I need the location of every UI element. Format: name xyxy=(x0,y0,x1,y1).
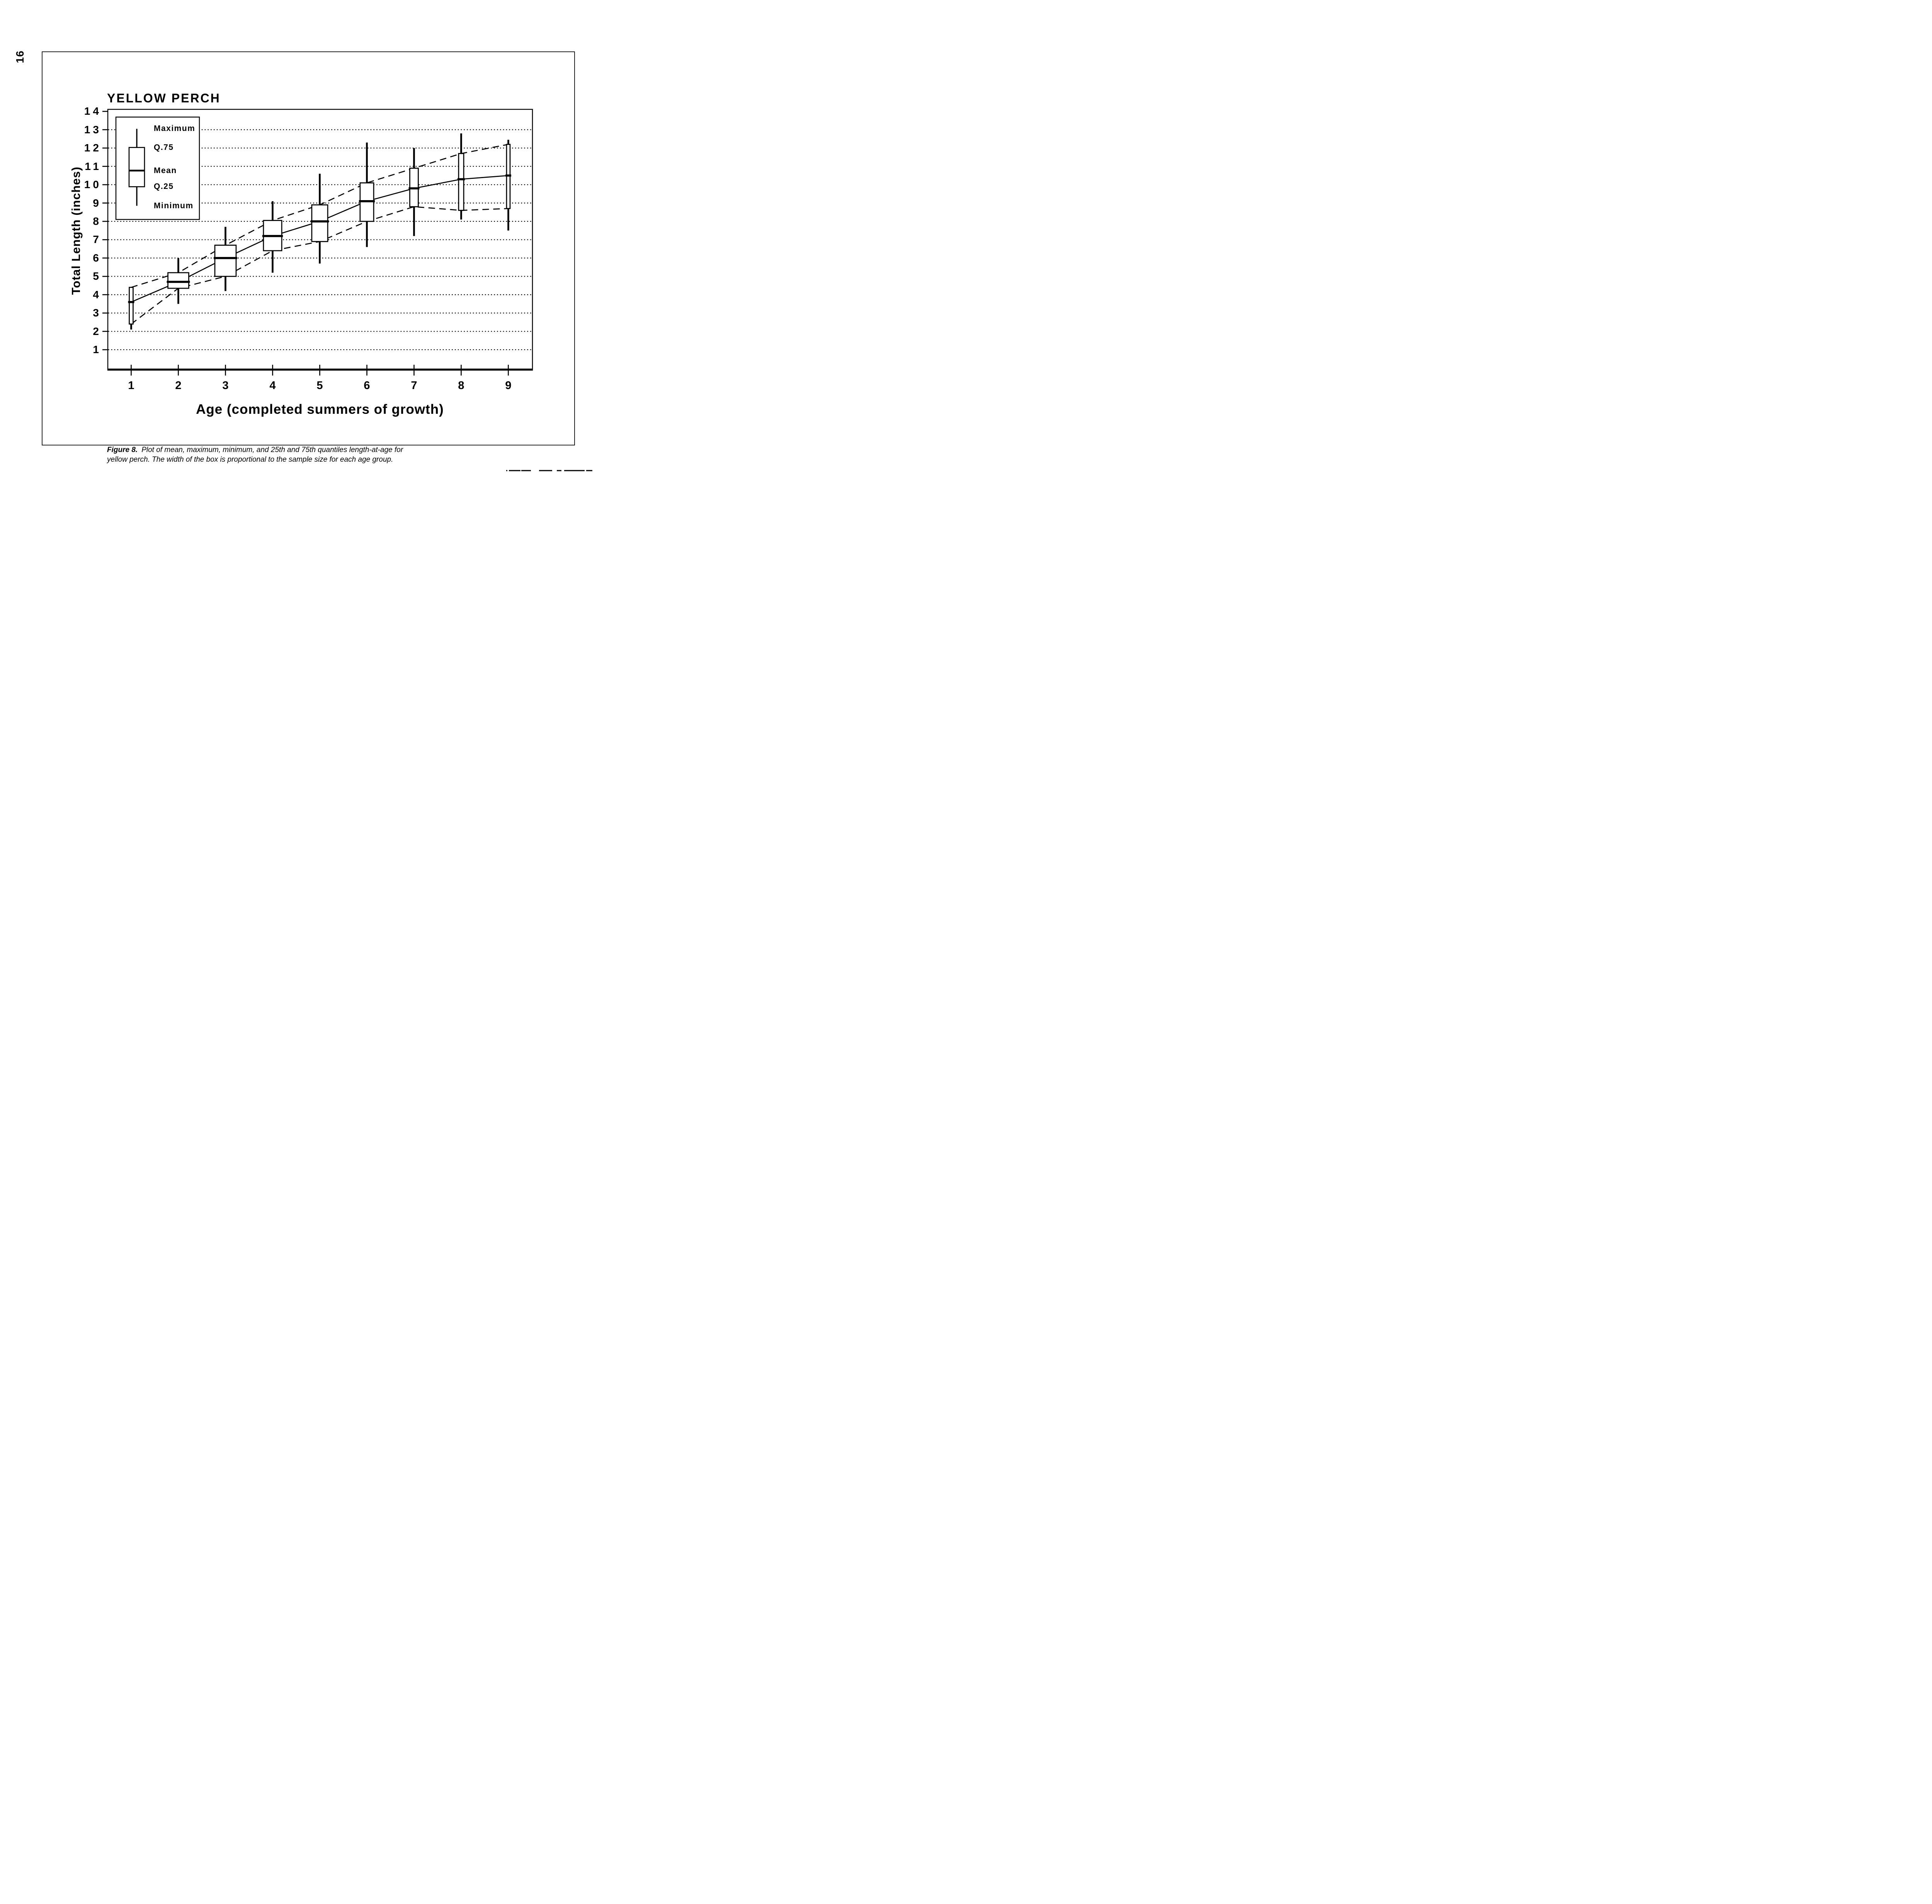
y-tick-label: 4 xyxy=(93,288,102,301)
y-tick-label: 13 xyxy=(84,123,102,136)
box xyxy=(311,204,328,242)
y-tick-label: 5 xyxy=(93,270,102,282)
scanned-document-page: 16 YELLOW PERCH Total Length (inches) Ag… xyxy=(0,0,617,476)
legend-label: Minimum xyxy=(154,201,194,210)
y-tick-label: 6 xyxy=(93,252,102,264)
figure-caption-text: Plot of mean, maximum, minimum, and 25th… xyxy=(107,446,403,464)
y-tick-label: 1 xyxy=(93,343,102,356)
y-tick-label: 2 xyxy=(93,325,102,337)
x-tick-label: 5 xyxy=(316,379,323,392)
legend-box xyxy=(115,116,200,220)
box xyxy=(129,287,134,325)
x-tick-label: 7 xyxy=(411,379,417,392)
legend-label: Maximum xyxy=(154,124,196,133)
y-tick-label: 12 xyxy=(84,142,102,154)
x-tick-label: 2 xyxy=(175,379,182,392)
boxplot-chart-canvas xyxy=(42,51,592,471)
legend-label: Mean xyxy=(154,166,177,175)
box xyxy=(458,153,464,211)
x-axis-title: Age (completed summers of growth) xyxy=(196,402,444,417)
x-tick-label: 1 xyxy=(128,379,134,392)
legend-label: Q.25 xyxy=(154,182,174,191)
y-tick-label: 14 xyxy=(84,105,102,117)
y-tick-label: 9 xyxy=(93,197,102,209)
figure-border xyxy=(42,51,575,445)
y-tick-label: 7 xyxy=(93,233,102,246)
x-tick-label: 8 xyxy=(458,379,464,392)
x-tick-label: 9 xyxy=(505,379,512,392)
chart-title: YELLOW PERCH xyxy=(107,91,221,105)
x-tick-label: 6 xyxy=(364,379,370,392)
figure-caption: Figure 8. Plot of mean, maximum, minimum,… xyxy=(107,445,416,464)
x-tick-label: 3 xyxy=(222,379,229,392)
x-tick-label: 4 xyxy=(269,379,276,392)
figure-caption-label: Figure 8. xyxy=(107,446,138,454)
legend-sample-box xyxy=(128,147,145,187)
box xyxy=(167,272,189,289)
y-tick-label: 3 xyxy=(93,307,102,319)
y-tick-label: 11 xyxy=(85,160,102,172)
box xyxy=(214,245,237,277)
page-number: 16 xyxy=(14,50,26,63)
y-tick-label: 10 xyxy=(84,178,102,191)
legend-label: Q.75 xyxy=(154,143,174,152)
y-tick-label: 8 xyxy=(93,215,102,227)
